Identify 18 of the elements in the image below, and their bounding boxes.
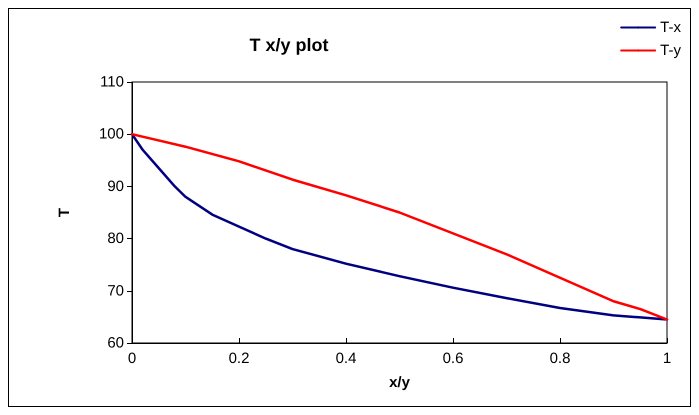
legend-label: T-y [660, 42, 682, 59]
y-tick-label: 90 [107, 178, 124, 195]
x-tick-label: 1 [662, 350, 672, 367]
line-series [130, 132, 668, 321]
x-axis-title: x/y [389, 374, 411, 391]
y-tick-label: 70 [107, 282, 124, 300]
x-tick-label: 0.4 [336, 350, 356, 367]
y-tick-label: 60 [107, 334, 124, 352]
x-tick-label: 0 [128, 350, 136, 367]
x-tick-label: 0.8 [550, 350, 570, 367]
y-tick-label: 80 [107, 230, 124, 248]
x-tick-label: 0.2 [228, 350, 250, 367]
y-tick-label: 100 [98, 126, 124, 143]
x-tick-label: 0.6 [442, 350, 464, 367]
chart-title: T x/y plot [249, 35, 329, 55]
y-tick-label: 110 [100, 74, 124, 90]
legend-label: T-x [660, 19, 682, 36]
y-axis-title: T [56, 208, 73, 218]
